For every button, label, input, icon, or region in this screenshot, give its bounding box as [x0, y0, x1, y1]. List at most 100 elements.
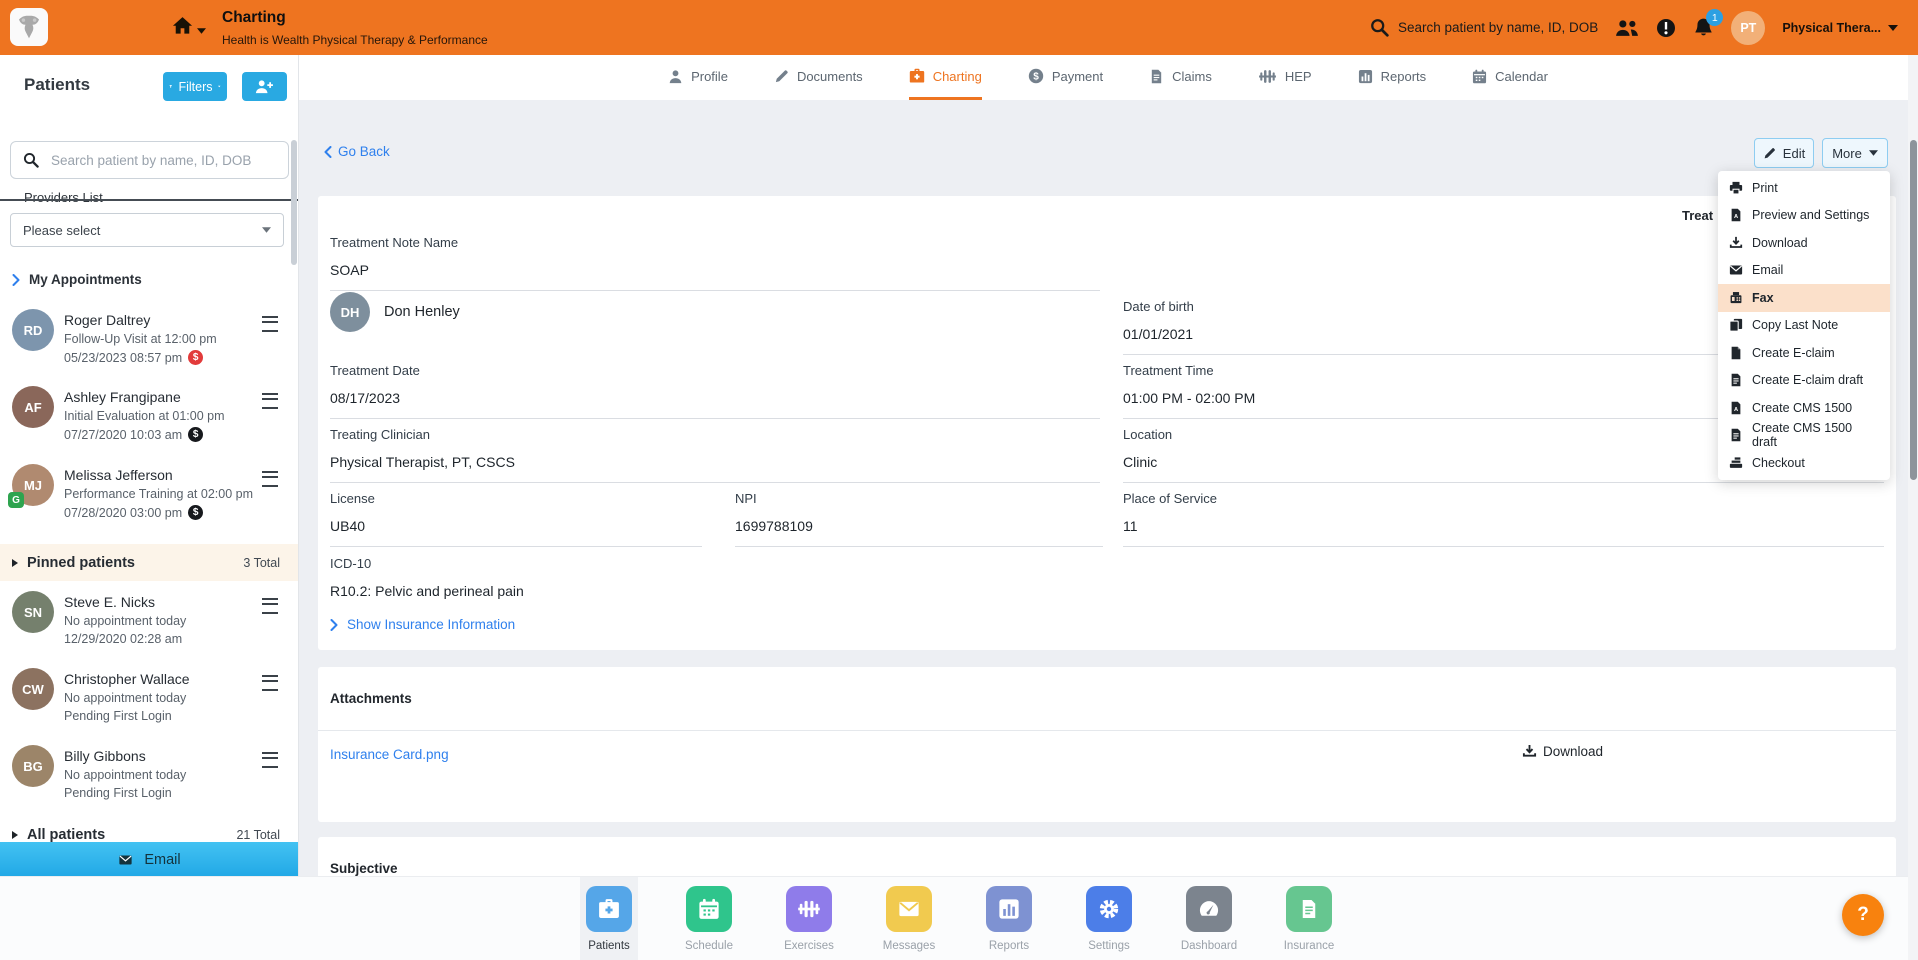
- guest-badge: G: [8, 492, 24, 508]
- more-button-label: More: [1832, 145, 1862, 161]
- menu-item-create-cms1500-draft[interactable]: Create CMS 1500 draft: [1718, 421, 1890, 449]
- appointment-timestamp-row: 05/23/2023 08:57 pm $: [64, 350, 204, 365]
- reports-tile: [986, 886, 1032, 932]
- nav-settings[interactable]: Settings: [1080, 877, 1138, 960]
- dashboard-tile: [1186, 886, 1232, 932]
- menu-item-print[interactable]: Print: [1718, 174, 1890, 202]
- menu-item-label: Create E-claim draft: [1752, 373, 1864, 388]
- menu-item-label: Copy Last Note: [1752, 318, 1839, 333]
- help-button[interactable]: ?: [1842, 894, 1884, 936]
- calendar-icon: [1472, 69, 1487, 84]
- appointment-timestamp-row: 07/27/2020 10:03 am $: [64, 427, 204, 442]
- menu-item-fax[interactable]: Fax: [1718, 284, 1890, 312]
- field-value: 1699788109: [735, 518, 1103, 547]
- more-button[interactable]: More: [1822, 138, 1888, 168]
- header-search[interactable]: Search patient by name, ID, DOB: [1370, 18, 1598, 37]
- tab-calendar[interactable]: Calendar: [1472, 55, 1548, 100]
- field-value: SOAP: [330, 262, 1100, 291]
- patients-quick-button[interactable]: [1615, 18, 1639, 37]
- nav-reports[interactable]: Reports: [980, 877, 1038, 960]
- menu-item-download[interactable]: Download: [1718, 229, 1890, 257]
- patient-list-item[interactable]: CW Christopher Wallace No appointment to…: [0, 668, 298, 730]
- email-button[interactable]: Email: [0, 842, 298, 877]
- scrollbar-thumb[interactable]: [1909, 140, 1917, 480]
- nav-messages[interactable]: Messages: [880, 877, 938, 960]
- patient-list-item[interactable]: MJ G Melissa Jefferson Performance Train…: [0, 464, 298, 526]
- treatment-note-card: Treat Treatment Note Name SOAP DH Don He…: [318, 196, 1896, 650]
- field-value: R10.2: Pelvic and perineal pain: [330, 583, 524, 599]
- menu-item-label: Fax: [1752, 290, 1774, 305]
- envelope-icon: [117, 853, 134, 867]
- nav-label: Settings: [1088, 940, 1130, 952]
- patient-list-item[interactable]: AF Ashley Frangipane Initial Evaluation …: [0, 386, 298, 448]
- tab-documents[interactable]: Documents: [774, 55, 863, 100]
- patient-list-item[interactable]: BG Billy Gibbons No appointment today Pe…: [0, 745, 298, 807]
- patient-menu-icon[interactable]: [262, 598, 278, 614]
- clinic-logo[interactable]: [10, 8, 48, 46]
- patient-name[interactable]: Steve E. Nicks: [64, 594, 156, 610]
- menu-item-create-eclaim[interactable]: Create E-claim: [1718, 339, 1890, 367]
- tab-profile[interactable]: Profile: [668, 55, 728, 100]
- download-attachment-button[interactable]: Download: [1522, 744, 1603, 759]
- patient-search-box[interactable]: [10, 141, 289, 179]
- patient-menu-icon[interactable]: [262, 752, 278, 768]
- patient-name[interactable]: Roger Daltrey: [64, 312, 151, 328]
- gauge-icon: [1198, 898, 1220, 920]
- avatar: CW: [12, 668, 54, 710]
- person-plus-icon: [255, 79, 274, 94]
- nav-dashboard[interactable]: Dashboard: [1180, 877, 1238, 960]
- menu-item-email[interactable]: Email: [1718, 257, 1890, 285]
- pinned-patients-toggle[interactable]: Pinned patients 3 Total: [0, 544, 298, 581]
- add-patient-button[interactable]: [242, 72, 287, 101]
- tab-reports[interactable]: Reports: [1358, 55, 1426, 100]
- menu-item-copy-last-note[interactable]: Copy Last Note: [1718, 312, 1890, 340]
- user-menu[interactable]: Physical Thera...: [1782, 21, 1898, 35]
- patient-search-input[interactable]: [49, 151, 276, 169]
- home-button[interactable]: [172, 16, 206, 35]
- all-patients-toggle[interactable]: All patients 21 Total: [0, 827, 298, 843]
- tab-claims[interactable]: Claims: [1149, 55, 1212, 100]
- menu-item-preview-settings[interactable]: Preview and Settings: [1718, 202, 1890, 230]
- user-avatar[interactable]: PT: [1731, 10, 1766, 45]
- patient-name[interactable]: Melissa Jefferson: [64, 467, 173, 483]
- avatar: RD: [12, 309, 54, 351]
- menu-item-create-cms1500[interactable]: Create CMS 1500: [1718, 394, 1890, 422]
- edit-button[interactable]: Edit: [1754, 138, 1814, 168]
- patient-name[interactable]: Ashley Frangipane: [64, 389, 181, 405]
- tab-payment[interactable]: Payment: [1028, 55, 1103, 100]
- menu-item-create-eclaim-draft[interactable]: Create E-claim draft: [1718, 367, 1890, 395]
- header-actions: Search patient by name, ID, DOB 1 PT Phy…: [1370, 0, 1898, 55]
- nav-insurance[interactable]: Insurance: [1280, 877, 1338, 960]
- all-patients-total: 21 Total: [236, 828, 280, 842]
- show-insurance-link[interactable]: Show Insurance Information: [330, 617, 515, 632]
- notifications-button[interactable]: 1: [1693, 9, 1724, 38]
- field-label: Treatment Time: [1123, 363, 1214, 378]
- nav-schedule[interactable]: Schedule: [680, 877, 738, 960]
- file-icon: [1729, 346, 1743, 360]
- patient-name[interactable]: Billy Gibbons: [64, 748, 146, 764]
- sidebar-scrollbar-thumb[interactable]: [291, 140, 297, 265]
- patient-menu-icon[interactable]: [262, 316, 278, 332]
- patient-menu-icon[interactable]: [262, 675, 278, 691]
- payment-badge: $: [188, 427, 204, 442]
- patient-menu-icon[interactable]: [262, 393, 278, 409]
- download-icon: [1729, 236, 1743, 250]
- attachment-file-link[interactable]: Insurance Card.png: [330, 747, 449, 762]
- patient-name[interactable]: Christopher Wallace: [64, 671, 190, 687]
- my-appointments-toggle[interactable]: My Appointments: [12, 272, 142, 287]
- page-scrollbar[interactable]: [1908, 55, 1918, 960]
- tab-charting[interactable]: Charting: [908, 55, 982, 100]
- nav-patients[interactable]: Patients: [580, 877, 638, 960]
- provider-select[interactable]: Please select: [10, 213, 284, 247]
- patient-menu-icon[interactable]: [262, 471, 278, 487]
- alerts-button[interactable]: [1656, 18, 1676, 38]
- patient-list-item[interactable]: RD Roger Daltrey Follow-Up Visit at 12:0…: [0, 309, 298, 371]
- tab-hep[interactable]: HEP: [1258, 55, 1312, 100]
- menu-item-checkout[interactable]: Checkout: [1718, 449, 1890, 477]
- go-back-link[interactable]: Go Back: [324, 144, 390, 159]
- patient-list-item[interactable]: SN Steve E. Nicks No appointment today 1…: [0, 591, 298, 653]
- patient-header[interactable]: DH Don Henley: [330, 292, 460, 332]
- filters-button[interactable]: Filters: [163, 72, 227, 101]
- nav-exercises[interactable]: Exercises: [780, 877, 838, 960]
